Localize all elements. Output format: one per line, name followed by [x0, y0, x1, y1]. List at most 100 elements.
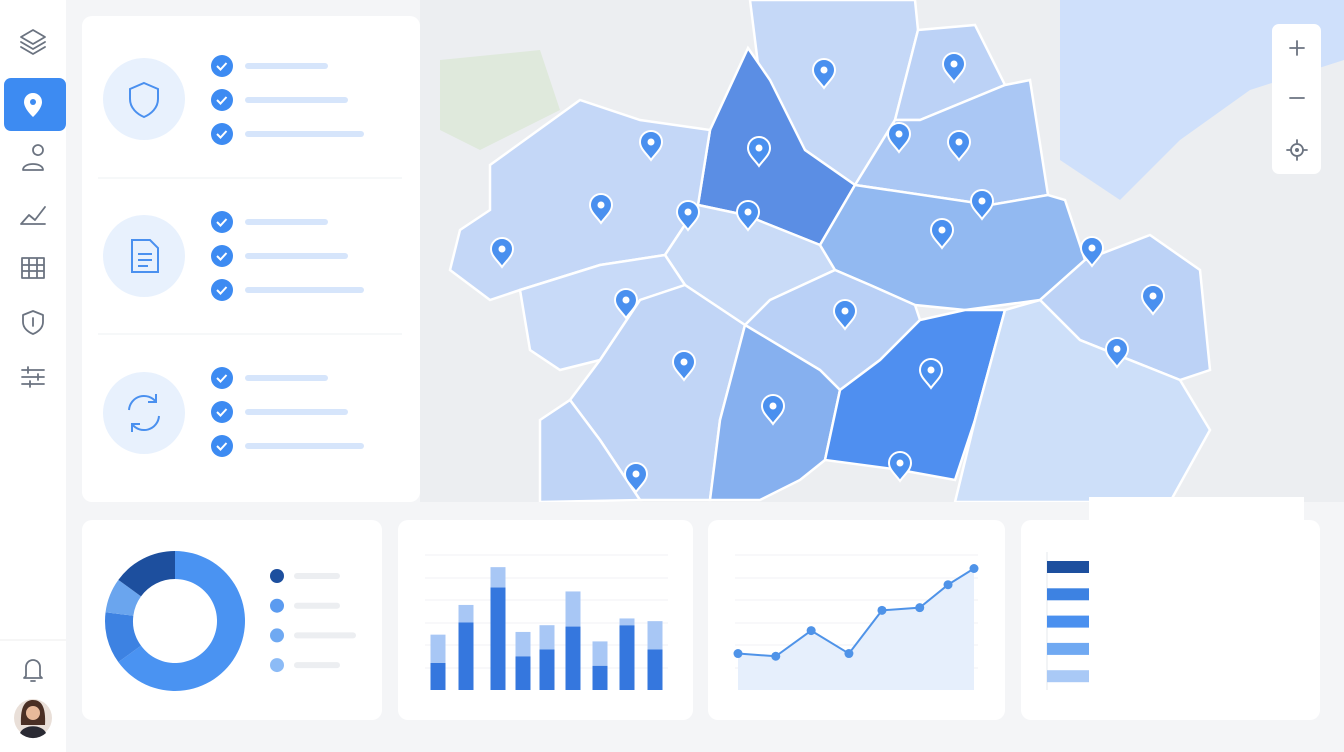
- bar: [619, 625, 635, 690]
- text-placeholder: [245, 443, 364, 449]
- point: [844, 649, 854, 659]
- line: [737, 567, 975, 658]
- map-pin-dot: [769, 402, 777, 410]
- check: [211, 401, 233, 423]
- legend-placeholder: [294, 632, 356, 639]
- check: [211, 367, 233, 389]
- bar: [592, 641, 608, 666]
- text-placeholder: [245, 287, 364, 293]
- settings-icon[interactable]: [21, 366, 45, 388]
- bar: [592, 665, 608, 690]
- locate[interactable]: [1286, 139, 1308, 161]
- point: [877, 605, 887, 615]
- user-icon[interactable]: [22, 144, 44, 171]
- map-pin: [760, 394, 786, 426]
- bar: [1047, 588, 1089, 601]
- legend-placeholder: [294, 602, 340, 609]
- map-pin-dot: [684, 208, 692, 216]
- point: [943, 580, 953, 590]
- check-mark: [216, 62, 228, 71]
- map-pin: [638, 130, 664, 162]
- map-pin-dot: [955, 138, 963, 146]
- map-pin: [946, 130, 972, 162]
- text-placeholder: [245, 131, 364, 137]
- check-mark: [216, 96, 228, 105]
- trend-icon[interactable]: [20, 206, 46, 225]
- map-pin-dot: [1149, 292, 1157, 300]
- bell-icon[interactable]: [23, 659, 43, 682]
- map-pin-dot: [895, 130, 903, 138]
- text-placeholder: [245, 219, 328, 225]
- check-mark: [216, 252, 228, 261]
- check-mark: [216, 218, 228, 227]
- check-mark: [216, 374, 228, 383]
- sync-icon: [128, 394, 160, 432]
- check: [211, 89, 233, 111]
- legend-placeholder: [294, 662, 340, 669]
- bar: [1047, 670, 1089, 683]
- map-pin: [1140, 284, 1166, 316]
- bar: [430, 663, 446, 690]
- bar: [430, 634, 446, 663]
- bar: [490, 567, 506, 588]
- check-mark: [216, 408, 228, 417]
- check-mark: [216, 130, 228, 139]
- check-mark: [216, 286, 228, 295]
- charts: [105, 551, 1089, 691]
- map-pin-dot: [938, 226, 946, 234]
- text-placeholder: [245, 63, 328, 69]
- text-placeholder: [245, 375, 328, 381]
- map-pin: [746, 136, 772, 168]
- bar: [515, 631, 531, 657]
- map-pin: [886, 122, 912, 154]
- avatar[interactable]: [14, 699, 52, 739]
- point: [969, 564, 979, 573]
- map-pin: [675, 200, 701, 232]
- bar: [565, 626, 581, 690]
- bar: [458, 622, 474, 690]
- icon-badge: [103, 372, 185, 454]
- check: [211, 245, 233, 267]
- map-pin-dot: [622, 296, 630, 304]
- pin-dot: [30, 99, 36, 105]
- map-pin: [918, 358, 944, 390]
- map-pin-dot: [820, 66, 828, 74]
- check: [211, 279, 233, 301]
- map[interactable]: [420, 0, 1344, 502]
- legend-dot: [270, 598, 284, 613]
- text-placeholder: [245, 409, 348, 415]
- check: [211, 435, 233, 457]
- map-pins: [489, 52, 1166, 494]
- point: [771, 651, 781, 661]
- zoom-in[interactable]: [1289, 40, 1305, 56]
- layers-icon[interactable]: [20, 29, 46, 55]
- area: [738, 568, 974, 690]
- map-pin: [623, 462, 649, 494]
- map-pin: [969, 189, 995, 221]
- map-pin-dot: [755, 144, 763, 152]
- document-icon: [131, 239, 159, 273]
- map-pin: [887, 451, 913, 483]
- shield-icon[interactable]: [22, 310, 44, 335]
- park: [440, 50, 560, 150]
- map-pin-dot: [632, 470, 640, 478]
- table-icon[interactable]: [21, 257, 45, 279]
- map-pin: [1104, 337, 1130, 369]
- map-pin-dot: [744, 208, 752, 216]
- map-pin-dot: [1088, 244, 1096, 252]
- legend-dot: [270, 628, 284, 643]
- point: [915, 603, 925, 613]
- point: [733, 649, 743, 659]
- point: [806, 626, 816, 636]
- bar: [539, 625, 555, 650]
- map-pin: [941, 52, 967, 84]
- bar: [647, 649, 663, 690]
- map-pin: [489, 237, 515, 269]
- check: [211, 211, 233, 233]
- map-pin-dot: [597, 201, 605, 209]
- blank-overlay: [1089, 497, 1304, 527]
- bar: [619, 618, 635, 626]
- donut-slice: [118, 551, 245, 691]
- legend-dot: [270, 569, 284, 583]
